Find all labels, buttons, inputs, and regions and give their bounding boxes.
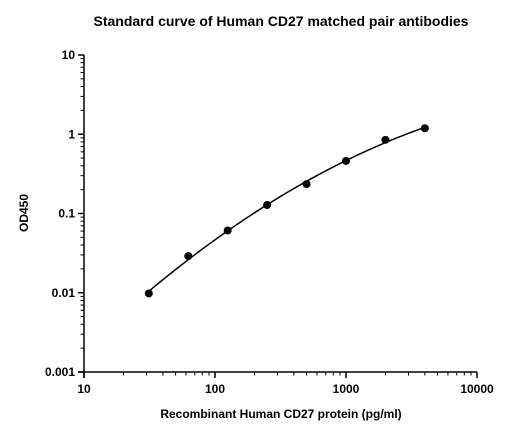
data-point	[144, 289, 153, 298]
y-axis-label: OD450	[17, 194, 31, 232]
chart-title: Standard curve of Human CD27 matched pai…	[94, 13, 469, 29]
axes	[78, 55, 477, 378]
x-axis-label: Recombinant Human CD27 protein (pg/ml)	[160, 407, 401, 421]
data-points	[144, 124, 429, 298]
y-tick-label: 1	[68, 127, 75, 141]
fit-curve	[148, 126, 426, 292]
y-tick-label: 0.01	[52, 286, 76, 300]
y-tick-label: 0.1	[58, 207, 75, 221]
data-point	[381, 135, 390, 144]
data-point	[302, 180, 311, 189]
x-tick-label: 100	[205, 382, 225, 396]
y-tick-label: 0.001	[45, 365, 75, 379]
x-tick-label: 10	[77, 382, 91, 396]
data-point	[223, 226, 232, 235]
data-point	[342, 156, 350, 165]
x-tick-label: 10000	[460, 382, 494, 396]
data-point	[263, 201, 272, 210]
x-tick-label: 1000	[333, 382, 360, 396]
data-point	[420, 124, 429, 133]
tick-labels: 10 100 1000 10000 0.001 0.01 0.1 1 10	[45, 48, 494, 396]
y-tick-label: 10	[62, 48, 76, 62]
tick-marks	[78, 54, 478, 378]
data-point	[184, 252, 193, 261]
